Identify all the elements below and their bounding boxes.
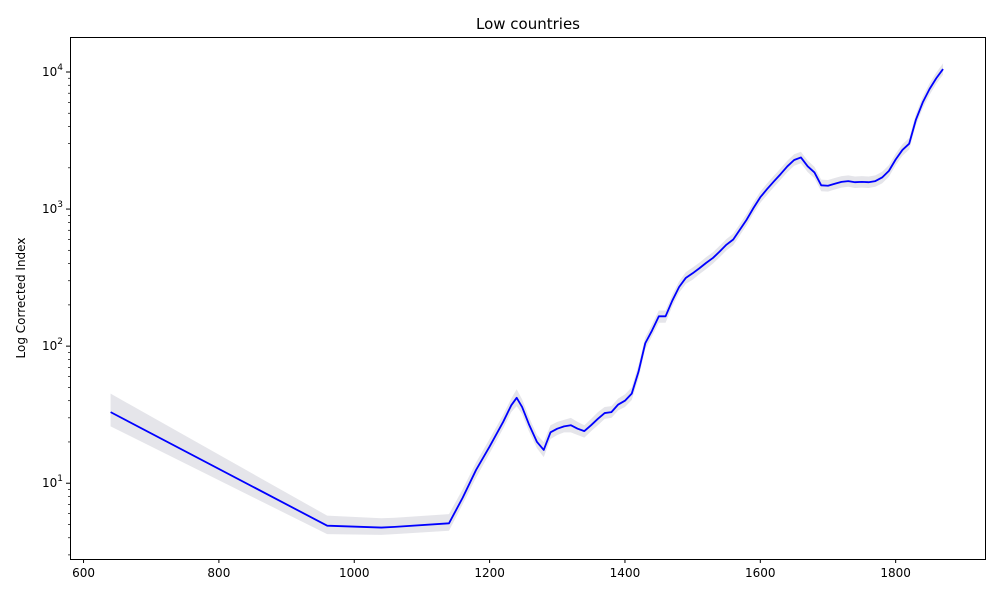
y-tick-label: 101 — [42, 474, 63, 490]
x-tick-label: 1200 — [474, 566, 505, 580]
x-tick-label: 600 — [72, 566, 95, 580]
x-tick-label: 1800 — [880, 566, 911, 580]
series-line — [110, 68, 944, 529]
x-tick-label: 1000 — [339, 566, 370, 580]
y-tick-label: 102 — [42, 337, 63, 353]
y-tick-label: 103 — [42, 200, 63, 216]
y-tick-label: 104 — [42, 63, 63, 79]
y-axis-label: Log Corrected Index — [14, 238, 28, 359]
chart-title: Low countries — [476, 15, 580, 33]
x-tick-label: 1400 — [610, 566, 641, 580]
x-axis: 600 800 1000 1200 1400 1600 1800 — [72, 559, 911, 580]
x-tick-label: 800 — [207, 566, 230, 580]
x-tick-label: 1600 — [745, 566, 776, 580]
y-axis: 101 102 103 104 — [42, 63, 70, 556]
plot-area — [110, 63, 944, 535]
axes-frame — [70, 37, 986, 560]
